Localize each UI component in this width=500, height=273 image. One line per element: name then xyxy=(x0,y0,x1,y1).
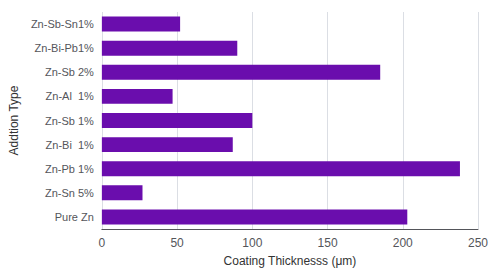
svg-text:50: 50 xyxy=(170,236,184,250)
svg-text:Pure Zn: Pure Zn xyxy=(55,211,94,223)
svg-text:Zn-Bi-Pb1%: Zn-Bi-Pb1% xyxy=(35,42,95,54)
svg-text:250: 250 xyxy=(468,236,488,250)
svg-text:Coating Thicknesss (μm): Coating Thicknesss (μm) xyxy=(224,254,357,268)
svg-text:Zn-Pb 1%: Zn-Pb 1% xyxy=(45,163,94,175)
svg-text:200: 200 xyxy=(393,236,413,250)
svg-text:Zn-Sb 1%: Zn-Sb 1% xyxy=(45,115,94,127)
svg-text:100: 100 xyxy=(242,236,262,250)
svg-text:Addtion Type: Addtion Type xyxy=(7,85,21,155)
svg-text:Zn-Sb-Sn1%: Zn-Sb-Sn1% xyxy=(31,18,94,30)
svg-text:Zn-Al 1%: Zn-Al 1% xyxy=(46,90,95,102)
svg-text:Zn-Bi 1%: Zn-Bi 1% xyxy=(46,139,95,151)
svg-text:Zn-Sb 2%: Zn-Sb 2% xyxy=(45,66,94,78)
svg-text:150: 150 xyxy=(318,236,338,250)
svg-text:0: 0 xyxy=(99,236,106,250)
svg-text:Zn-Sn 5%: Zn-Sn 5% xyxy=(45,187,94,199)
